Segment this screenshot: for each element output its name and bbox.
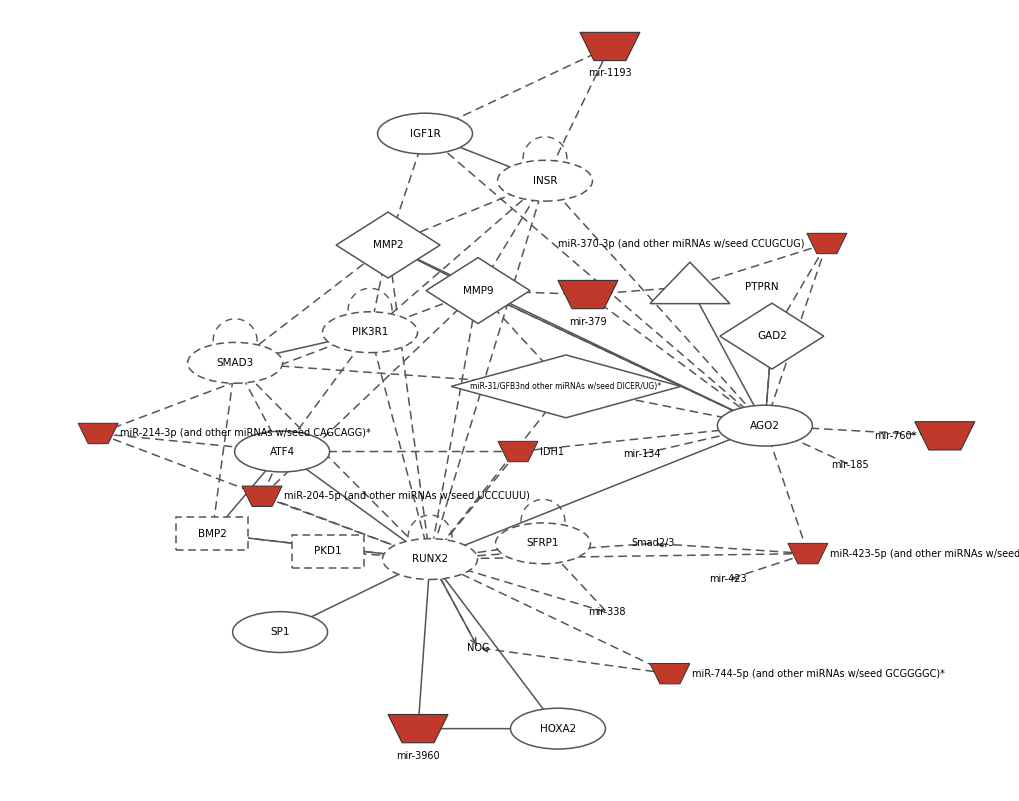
Polygon shape [242, 486, 282, 506]
Ellipse shape [716, 405, 811, 446]
Polygon shape [78, 423, 118, 444]
Text: miR-370-3p (and other miRNAs w/seed CCUGCUG): miR-370-3p (and other miRNAs w/seed CCUG… [557, 239, 804, 248]
Text: Smad2/3: Smad2/3 [631, 538, 674, 549]
Text: mir-134: mir-134 [623, 449, 660, 459]
Polygon shape [787, 543, 827, 564]
Bar [176, 517, 248, 550]
Text: IDH1: IDH1 [539, 446, 564, 457]
Polygon shape [387, 714, 447, 743]
Text: miR-423-5p (and other miRNAs w/seed GAGGGGC): miR-423-5p (and other miRNAs w/seed GAGG… [829, 549, 1019, 558]
Text: mir-185: mir-185 [830, 460, 868, 470]
Ellipse shape [382, 538, 477, 579]
Text: PTPRN: PTPRN [744, 282, 777, 292]
Polygon shape [497, 441, 537, 461]
Text: mir-760*: mir-760* [873, 431, 916, 441]
Bar [291, 535, 364, 568]
Polygon shape [719, 303, 823, 369]
Polygon shape [450, 355, 681, 418]
Text: SMAD3: SMAD3 [216, 358, 254, 368]
Text: mir-379: mir-379 [569, 316, 606, 327]
Text: AGO2: AGO2 [749, 421, 780, 431]
Text: MMP2: MMP2 [372, 240, 403, 250]
Ellipse shape [322, 312, 417, 352]
Polygon shape [580, 32, 639, 61]
Text: miR-214-3p (and other miRNAs w/seed CAGCAGG)*: miR-214-3p (and other miRNAs w/seed CAGC… [120, 429, 371, 438]
Text: mir-3960: mir-3960 [395, 751, 439, 761]
Text: mir-338: mir-338 [588, 607, 625, 618]
Ellipse shape [234, 431, 329, 472]
Polygon shape [335, 212, 439, 278]
Ellipse shape [497, 160, 592, 201]
Polygon shape [649, 663, 689, 684]
Polygon shape [649, 262, 730, 304]
Text: PIK3R1: PIK3R1 [352, 327, 388, 337]
Text: MMP9: MMP9 [463, 286, 493, 296]
Text: NOG: NOG [467, 642, 489, 653]
Text: miR-744-5p (and other miRNAs w/seed GCGGGGC)*: miR-744-5p (and other miRNAs w/seed GCGG… [691, 669, 944, 678]
Ellipse shape [377, 113, 472, 154]
Ellipse shape [232, 612, 327, 653]
Text: SFRP1: SFRP1 [526, 538, 558, 549]
Text: IGF1R: IGF1R [410, 129, 440, 139]
Text: SP1: SP1 [270, 627, 289, 637]
Text: miR-31/GFB3nd other miRNAs w/seed DICER/UG)*: miR-31/GFB3nd other miRNAs w/seed DICER/… [470, 382, 661, 391]
Polygon shape [806, 233, 846, 254]
Text: INSR: INSR [532, 175, 556, 186]
Ellipse shape [510, 708, 605, 749]
Polygon shape [557, 280, 618, 308]
Text: mir-1193: mir-1193 [588, 68, 631, 78]
Ellipse shape [187, 342, 282, 383]
Ellipse shape [495, 523, 590, 564]
Text: ATF4: ATF4 [269, 446, 294, 457]
Text: BMP2: BMP2 [198, 529, 226, 539]
Text: HOXA2: HOXA2 [539, 723, 576, 734]
Text: miR-204-5p (and other miRNAs w/seed UCCCUUU): miR-204-5p (and other miRNAs w/seed UCCC… [284, 491, 530, 501]
Text: mir-423: mir-423 [708, 574, 746, 585]
Polygon shape [914, 421, 974, 450]
Text: GAD2: GAD2 [756, 331, 786, 341]
Polygon shape [426, 258, 530, 324]
Text: RUNX2: RUNX2 [412, 554, 447, 564]
Text: PKD1: PKD1 [314, 546, 341, 556]
